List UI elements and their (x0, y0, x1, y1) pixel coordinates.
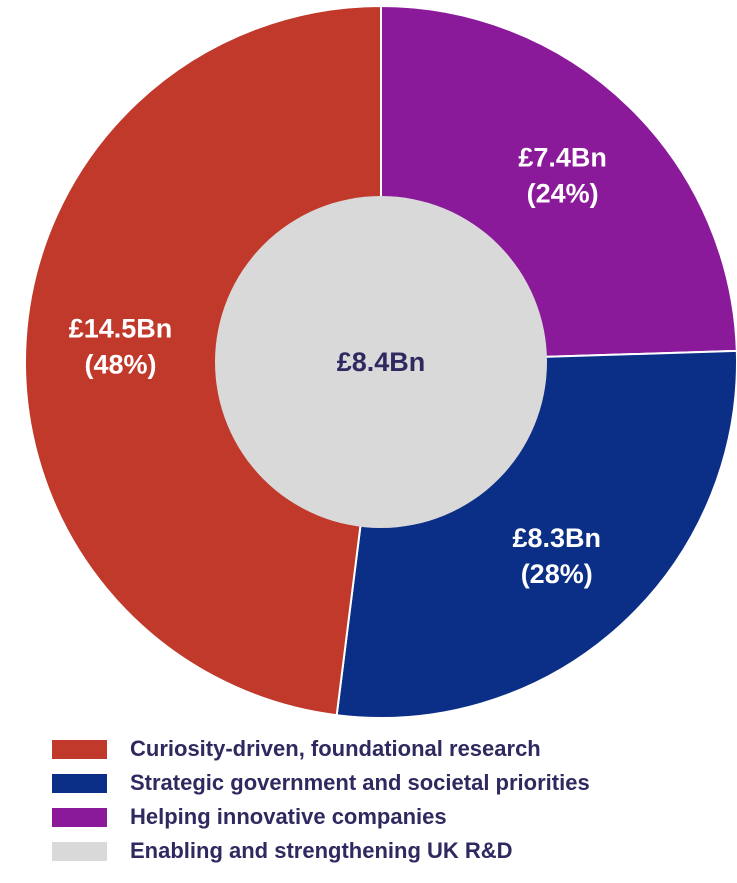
center-value-label: £8.4Bn (337, 347, 426, 377)
legend-item-innovative: Helping innovative companies (52, 800, 590, 834)
percent-label-strategic-government: (28%) (521, 559, 593, 589)
legend-item-enabling: Enabling and strengthening UK R&D (52, 834, 590, 868)
slice-curiosity-driven (24, 4, 382, 717)
percent-label-curiosity-driven: (48%) (84, 350, 156, 380)
legend: Curiosity-driven, foundational research … (52, 732, 590, 868)
legend-label-curiosity: Curiosity-driven, foundational research (130, 736, 541, 761)
legend-swatch-enabling (52, 841, 107, 861)
value-label-curiosity-driven: £14.5Bn (69, 314, 173, 344)
legend-swatch-innovative (52, 807, 107, 827)
legend-label-strategic: Strategic government and societal priori… (130, 770, 590, 795)
legend-label-enabling: Enabling and strengthening UK R&D (130, 838, 513, 863)
percent-label-helping-innovative: (24%) (527, 179, 599, 209)
donut-chart: £7.4Bn (24%) £8.3Bn (28%) £14.5Bn (48%) £8.4Bn (24, 4, 737, 719)
center-circle (215, 196, 547, 528)
legend-item-curiosity: Curiosity-driven, foundational research (52, 732, 590, 766)
legend-label-innovative: Helping innovative companies (130, 804, 447, 829)
value-label-helping-innovative: £7.4Bn (518, 143, 607, 173)
legend-item-strategic: Strategic government and societal priori… (52, 766, 590, 800)
legend-swatch-strategic (52, 773, 107, 793)
value-label-strategic-government: £8.3Bn (512, 523, 601, 553)
legend-swatch-curiosity (52, 739, 107, 759)
